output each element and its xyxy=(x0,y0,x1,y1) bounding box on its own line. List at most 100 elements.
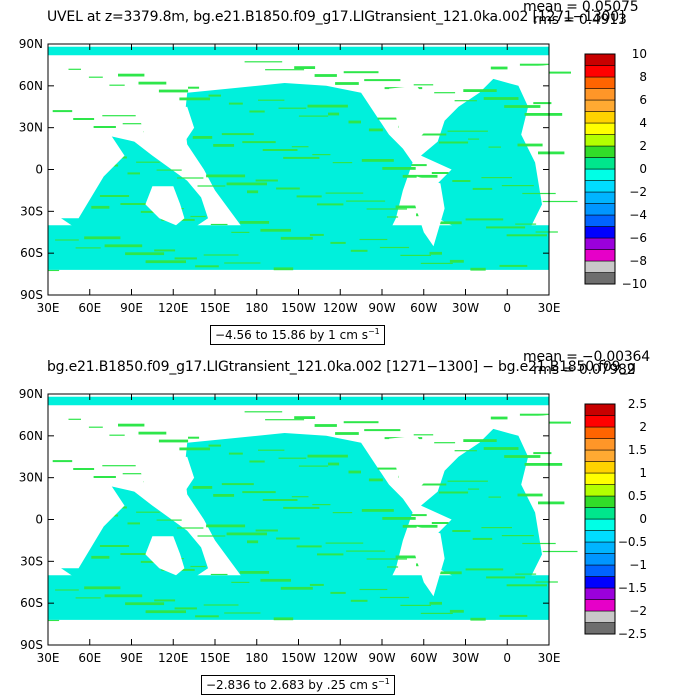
contour-band xyxy=(195,615,219,618)
contour-band xyxy=(154,249,176,252)
contour-band xyxy=(309,583,324,586)
colorbar-swatch xyxy=(584,214,616,227)
contour-band xyxy=(470,267,486,271)
x-tick-label: 120W xyxy=(323,301,358,315)
contour-band xyxy=(224,262,261,264)
contour-band xyxy=(88,76,103,78)
contour-band xyxy=(226,182,267,186)
contour-band xyxy=(221,483,254,486)
contour-band xyxy=(145,260,186,264)
contour-band xyxy=(517,493,543,497)
contour-band xyxy=(138,81,167,85)
uvel-map-chart: 30E 60E 90E 120E 150E 180 150W 120W 90W 60W 30W 0 30… xyxy=(19,37,647,315)
contour-band xyxy=(348,120,361,124)
contour-band xyxy=(195,265,219,268)
contour-band xyxy=(413,84,434,86)
x-tick-label: 30W xyxy=(452,651,479,665)
contour-band xyxy=(136,511,160,513)
contour-band xyxy=(138,431,167,435)
y-tick-label: 90S xyxy=(20,638,43,652)
contour-band xyxy=(309,233,324,236)
colorbar-swatch xyxy=(584,610,616,623)
x-tick-label: 60E xyxy=(78,301,101,315)
contour-band xyxy=(273,267,294,271)
colorbar-swatch xyxy=(584,599,616,612)
contour-band xyxy=(52,110,73,113)
y-tick-label: 60S xyxy=(20,246,43,260)
y-tick-label: 0 xyxy=(35,513,43,527)
contour-band xyxy=(481,527,512,529)
colorbar-label: 4 xyxy=(639,116,647,130)
contour-band xyxy=(335,82,359,85)
y-tick-label: 60N xyxy=(19,79,43,93)
contour-band xyxy=(298,465,329,467)
mean-label: mean = 0.05075 xyxy=(523,0,639,15)
contour-band xyxy=(68,418,81,420)
contour-band xyxy=(122,473,158,475)
contour-band xyxy=(379,596,410,599)
panel-uvel: 30E 60E 90E 120E 150E 180 150W 120W 90W 60W 30W 0 30… xyxy=(19,0,647,345)
contour-band xyxy=(472,187,493,190)
contour-band xyxy=(203,254,239,256)
range-text: −2.836 to 2.683 by .25 cm s xyxy=(206,678,379,692)
contour-band xyxy=(145,610,186,614)
contour-band xyxy=(307,104,348,108)
contour-band xyxy=(463,89,497,92)
contour-band xyxy=(438,491,469,494)
colorbar-swatch xyxy=(584,260,616,273)
contour-band xyxy=(188,86,200,89)
contour-band xyxy=(206,174,246,178)
colorbar-label: −4 xyxy=(629,208,647,222)
colorbar-swatch xyxy=(584,426,616,439)
colorbar-swatch xyxy=(584,237,616,250)
contour-band xyxy=(280,236,313,240)
rms-label: rms = 0.4913 xyxy=(533,12,627,28)
x-tick-label: 150W xyxy=(281,301,316,315)
contour-band xyxy=(190,565,206,568)
contour-band xyxy=(228,102,243,105)
x-tick-label: 120E xyxy=(158,651,189,665)
contour-band xyxy=(463,439,497,442)
x-tick-label: 60W xyxy=(410,651,437,665)
x-tick-label: 150E xyxy=(200,301,231,315)
contour-band xyxy=(330,591,346,594)
contour-band xyxy=(221,133,254,136)
ocean-region xyxy=(48,575,549,620)
panel-difference: 30E 60E 90E 120E 150E 180 150W 120W 90W 60W 30W 0 30… xyxy=(0,350,700,700)
land-mask xyxy=(412,176,445,247)
colorbar-swatch xyxy=(584,99,616,112)
map-field xyxy=(48,396,578,645)
x-tick-label: 90E xyxy=(120,301,143,315)
rms-label: rms = 0.07982 xyxy=(533,362,636,378)
contour-band xyxy=(255,179,278,182)
contour-band xyxy=(387,566,399,568)
contour-band xyxy=(542,550,578,553)
y-tick-label: 30S xyxy=(20,204,43,218)
contour-band xyxy=(291,496,309,498)
contour-band xyxy=(359,588,388,591)
range-box: −4.56 to 15.86 by 1 cm s−1 xyxy=(210,325,385,345)
x-tick-label: 60W xyxy=(410,301,437,315)
contour-band xyxy=(452,180,471,182)
colorbar-label: 10 xyxy=(632,47,647,61)
contour-band xyxy=(519,63,550,66)
colorbar-label: −1.5 xyxy=(618,581,647,595)
contour-band xyxy=(350,249,368,252)
contour-band xyxy=(364,429,401,432)
contour-band xyxy=(226,532,267,536)
contour-band xyxy=(291,146,309,148)
range-text: −4.56 to 15.86 by 1 cm s xyxy=(215,328,368,342)
colorbar-swatch xyxy=(584,65,616,78)
contour-band xyxy=(55,239,79,241)
map-field xyxy=(48,46,578,295)
ocean-region xyxy=(48,225,549,270)
contour-band xyxy=(262,499,298,501)
colorbar-swatch xyxy=(584,226,616,239)
y-tick-label: 90N xyxy=(19,387,43,401)
colorbar-swatch xyxy=(584,564,616,577)
contour-band xyxy=(468,488,480,490)
y-tick-label: 60N xyxy=(19,429,43,443)
contour-band xyxy=(247,190,259,194)
contour-band xyxy=(515,223,537,225)
contour-band xyxy=(436,571,462,575)
